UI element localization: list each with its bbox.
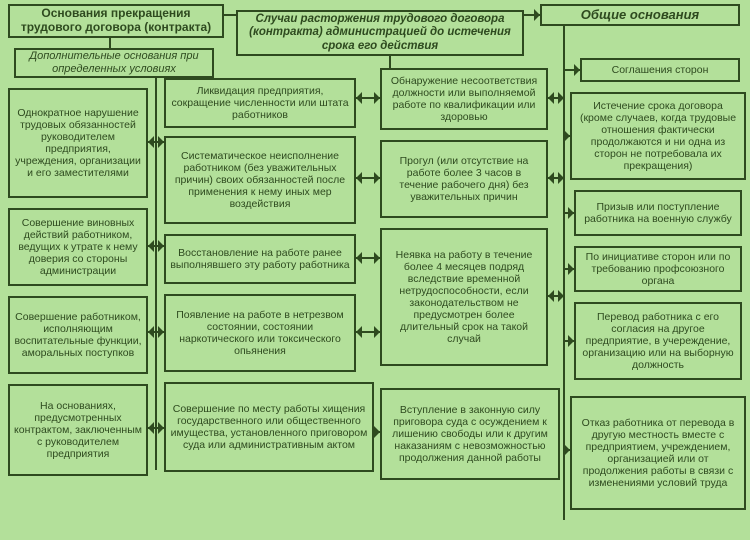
box-c2_r5: Совершение по месту работы хищения госуд… xyxy=(164,382,374,472)
box-c2_r4: Появление на работе в нетрезвом состояни… xyxy=(164,294,356,372)
box-c3_r3: Неявка на работу в течение более 4 месяц… xyxy=(380,228,548,366)
box-hdr_termination: Основания прекращения трудового договора… xyxy=(8,4,224,38)
box-c2_r1: Ликвидация предприятия, сокращение числе… xyxy=(164,78,356,128)
box-c2_r2: Систематическое неисполне­ние работником… xyxy=(164,136,356,224)
box-c1_r3: Совершение работ­ником, исполняющим восп… xyxy=(8,296,148,374)
box-c4_r1: Соглашения сторон xyxy=(580,58,740,82)
box-c4_r3: Призыв или поступление работника на воен… xyxy=(574,190,742,236)
box-c4_r6: Отказ работника от перевода в другую мес… xyxy=(570,396,746,510)
box-c1_r1: Однократное нарушение трудовых обязаннос… xyxy=(8,88,148,198)
box-c4_r4: По инициативе сторон или по требованию п… xyxy=(574,246,742,292)
box-c4_r2: Истечение срока договора (кроме случаев,… xyxy=(570,92,746,180)
box-c1_r2: Совершение виновных действий работником,… xyxy=(8,208,148,286)
box-c3_r2: Прогул (или отсутствие на работе более 3… xyxy=(380,140,548,218)
box-sub_additional: Дополнительные основания при определенны… xyxy=(14,48,214,78)
box-c4_r5: Перевод работника с его согласия на друг… xyxy=(574,302,742,380)
box-c1_r4: На основаниях, предусмотренных контракто… xyxy=(8,384,148,476)
box-c3_r4: Вступление в законную силу приговора суд… xyxy=(380,388,560,480)
box-hdr_cases: Случаи расторжения трудового договора (к… xyxy=(236,10,524,56)
box-c2_r3: Восстановление на работе ранее выполнявш… xyxy=(164,234,356,284)
diagram-canvas: Основания прекращения трудового договора… xyxy=(0,0,750,540)
box-c3_r1: Обнаружение несоответ­ствия должности ил… xyxy=(380,68,548,130)
box-hdr_general: Общие основания xyxy=(540,4,740,26)
